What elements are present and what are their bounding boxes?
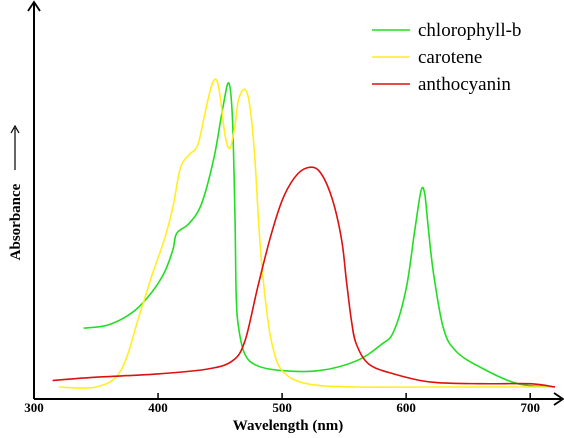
y-axis-label-group: Absorbance	[8, 124, 24, 260]
x-axis-arrow-icon	[553, 392, 564, 406]
x-tick-layer: 300 400 500 600 700	[24, 393, 540, 415]
legend-label-anthocyanin: anthocyanin	[418, 74, 511, 95]
series-line-carotene	[58, 78, 555, 389]
plot-series-layer	[52, 78, 556, 389]
y-axis-label: Absorbance	[8, 183, 24, 260]
legend-label-chlorophyll-b: chlorophyll-b	[418, 20, 521, 41]
axes	[27, 0, 564, 406]
x-tick-label: 700	[520, 400, 540, 415]
y-axis-label-arrow-icon	[10, 124, 20, 134]
x-tick-label: 400	[148, 400, 168, 415]
x-tick-label: 300	[24, 400, 44, 415]
series-line-anthocyanin	[52, 166, 556, 388]
y-axis-arrow-icon	[27, 0, 41, 12]
legend: chlorophyll-b carotene anthocyanin	[372, 20, 521, 95]
series-line-chlorophyll-b	[83, 82, 556, 388]
x-tick-label: 500	[272, 400, 292, 415]
x-axis-label: Wavelength (nm)	[233, 418, 343, 434]
legend-label-carotene: carotene	[418, 47, 482, 68]
x-tick-label: 600	[396, 400, 416, 415]
